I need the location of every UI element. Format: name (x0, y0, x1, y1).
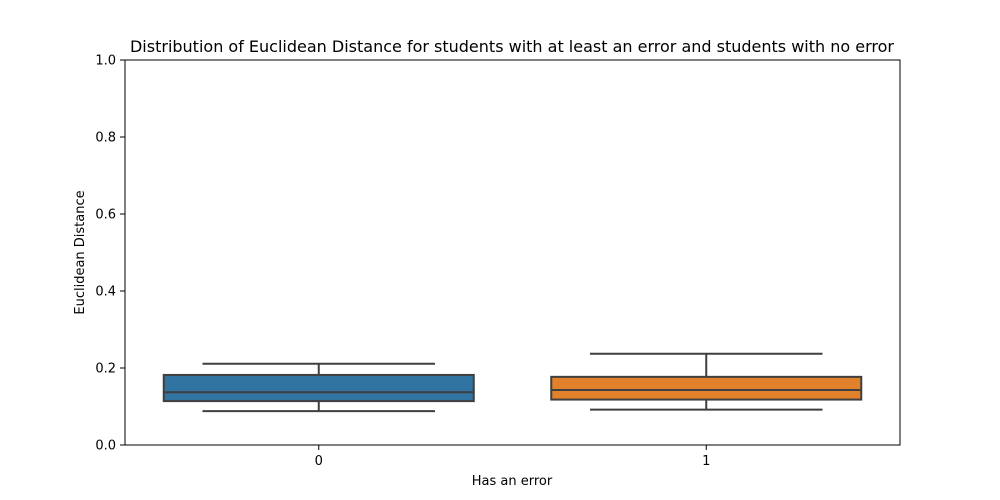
x-tick-label: 1 (702, 454, 710, 469)
box-1 (550, 375, 863, 401)
chart-title: Distribution of Euclidean Distance for s… (130, 37, 894, 56)
y-tick-label: 0.8 (95, 131, 116, 146)
plot-area: 0.0 0.2 0.4 0.6 0.8 1.0 0 1 (95, 54, 863, 469)
x-axis-label: Has an error (472, 474, 553, 489)
plot-frame (124, 59, 901, 446)
y-axis-label: Euclidean Distance (73, 190, 88, 314)
x-tick-label: 0 (315, 454, 323, 469)
y-tick-label: 1.0 (95, 54, 116, 69)
y-tick-label: 0.6 (95, 208, 116, 223)
y-tick-label: 0.2 (95, 362, 116, 377)
y-tick-label: 0.4 (95, 285, 116, 300)
y-tick-label: 0.0 (95, 439, 116, 454)
box-0 (162, 373, 475, 403)
